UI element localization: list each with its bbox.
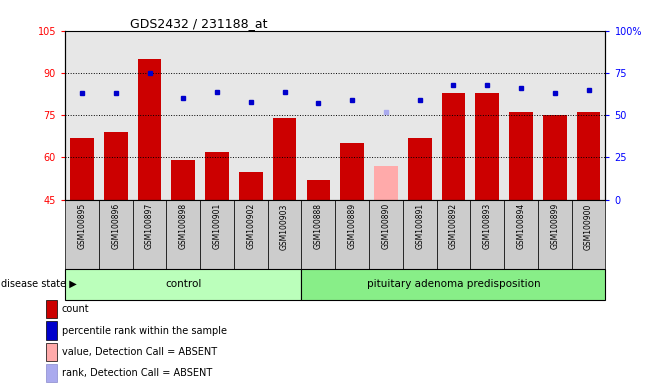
Text: GSM100896: GSM100896 bbox=[111, 203, 120, 249]
Bar bbox=[46, 364, 57, 382]
Bar bbox=[65, 31, 99, 200]
Bar bbox=[437, 31, 470, 200]
Bar bbox=[572, 200, 605, 269]
Text: GSM100892: GSM100892 bbox=[449, 203, 458, 249]
Bar bbox=[104, 132, 128, 200]
Text: GSM100889: GSM100889 bbox=[348, 203, 357, 249]
Bar bbox=[307, 180, 330, 200]
Bar bbox=[340, 143, 364, 200]
Bar bbox=[273, 118, 296, 200]
Bar bbox=[205, 152, 229, 200]
Bar bbox=[369, 31, 403, 200]
Bar bbox=[268, 31, 301, 200]
Bar bbox=[369, 200, 403, 269]
Bar bbox=[133, 200, 167, 269]
Text: GSM100891: GSM100891 bbox=[415, 203, 424, 249]
Bar bbox=[201, 200, 234, 269]
Bar bbox=[441, 93, 465, 200]
Bar bbox=[335, 200, 369, 269]
Bar bbox=[577, 113, 600, 200]
Text: GSM100901: GSM100901 bbox=[213, 203, 221, 249]
Bar bbox=[239, 172, 262, 200]
Bar bbox=[543, 115, 566, 200]
Text: GSM100903: GSM100903 bbox=[280, 203, 289, 250]
Text: GSM100900: GSM100900 bbox=[584, 203, 593, 250]
Text: GSM100902: GSM100902 bbox=[246, 203, 255, 249]
Bar bbox=[167, 31, 201, 200]
Bar bbox=[46, 321, 57, 340]
Bar bbox=[509, 113, 533, 200]
Bar bbox=[335, 31, 369, 200]
Bar bbox=[437, 200, 470, 269]
Bar bbox=[234, 31, 268, 200]
Bar bbox=[138, 59, 161, 200]
Text: GSM100897: GSM100897 bbox=[145, 203, 154, 249]
Bar bbox=[133, 31, 167, 200]
Text: disease state ▶: disease state ▶ bbox=[1, 279, 77, 289]
Bar bbox=[572, 31, 605, 200]
Bar bbox=[70, 138, 94, 200]
Text: GSM100888: GSM100888 bbox=[314, 203, 323, 249]
Bar bbox=[470, 200, 504, 269]
Bar bbox=[504, 200, 538, 269]
Text: count: count bbox=[62, 304, 89, 314]
Bar bbox=[167, 200, 201, 269]
Bar bbox=[234, 200, 268, 269]
Text: GSM100893: GSM100893 bbox=[483, 203, 492, 249]
Bar bbox=[538, 200, 572, 269]
Bar bbox=[99, 200, 133, 269]
Bar bbox=[46, 343, 57, 361]
Bar bbox=[46, 300, 57, 318]
Bar bbox=[403, 31, 437, 200]
Text: GSM100890: GSM100890 bbox=[381, 203, 391, 249]
Text: control: control bbox=[165, 279, 202, 289]
Bar bbox=[374, 166, 398, 200]
Bar bbox=[268, 200, 301, 269]
Text: GSM100899: GSM100899 bbox=[550, 203, 559, 249]
Bar bbox=[201, 31, 234, 200]
Bar bbox=[171, 160, 195, 200]
Bar bbox=[65, 200, 99, 269]
Text: GSM100895: GSM100895 bbox=[77, 203, 87, 249]
Bar bbox=[538, 31, 572, 200]
Bar bbox=[470, 31, 504, 200]
Bar bbox=[504, 31, 538, 200]
Bar bbox=[65, 269, 301, 300]
Bar bbox=[475, 93, 499, 200]
Text: GSM100898: GSM100898 bbox=[179, 203, 187, 249]
Bar bbox=[301, 31, 335, 200]
Text: rank, Detection Call = ABSENT: rank, Detection Call = ABSENT bbox=[62, 368, 212, 378]
Bar bbox=[301, 200, 335, 269]
Bar bbox=[408, 138, 432, 200]
Bar bbox=[99, 31, 133, 200]
Bar bbox=[403, 200, 437, 269]
Text: value, Detection Call = ABSENT: value, Detection Call = ABSENT bbox=[62, 347, 217, 357]
Text: GDS2432 / 231188_at: GDS2432 / 231188_at bbox=[130, 17, 268, 30]
Bar bbox=[301, 269, 605, 300]
Text: pituitary adenoma predisposition: pituitary adenoma predisposition bbox=[367, 279, 540, 289]
Text: percentile rank within the sample: percentile rank within the sample bbox=[62, 326, 227, 336]
Text: GSM100894: GSM100894 bbox=[516, 203, 525, 249]
